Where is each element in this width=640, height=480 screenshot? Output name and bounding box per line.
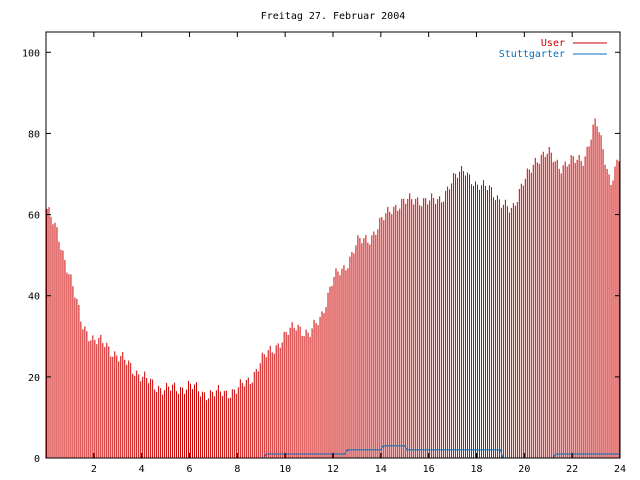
x-tick-label: 16 (423, 464, 435, 475)
x-tick-label: 14 (375, 464, 387, 475)
x-tick-label: 24 (614, 464, 626, 475)
x-tick-label: 8 (234, 464, 240, 475)
x-tick-label: 12 (327, 464, 339, 475)
x-tick-label: 18 (470, 464, 482, 475)
plot-frame (45, 31, 621, 459)
x-tick-label: 22 (566, 464, 578, 475)
y-tick-label: 0 (34, 454, 40, 465)
x-tick-label: 2 (91, 464, 97, 475)
chart-title: Freitag 27. Februar 2004 (261, 11, 406, 22)
y-tick-label: 100 (22, 48, 40, 59)
legend-label-stuttgarter: Stuttgarter (499, 49, 565, 60)
x-tick-label: 10 (279, 464, 291, 475)
x-tick-label: 6 (186, 464, 192, 475)
legend-label-user: User (541, 38, 565, 49)
y-tick-label: 60 (28, 211, 40, 222)
bars (46, 118, 620, 458)
y-tick-label: 20 (28, 373, 40, 384)
y-tick-label: 80 (28, 129, 40, 140)
y-tick-label: 40 (28, 292, 40, 303)
x-tick-label: 4 (139, 464, 145, 475)
x-tick-label: 20 (518, 464, 530, 475)
